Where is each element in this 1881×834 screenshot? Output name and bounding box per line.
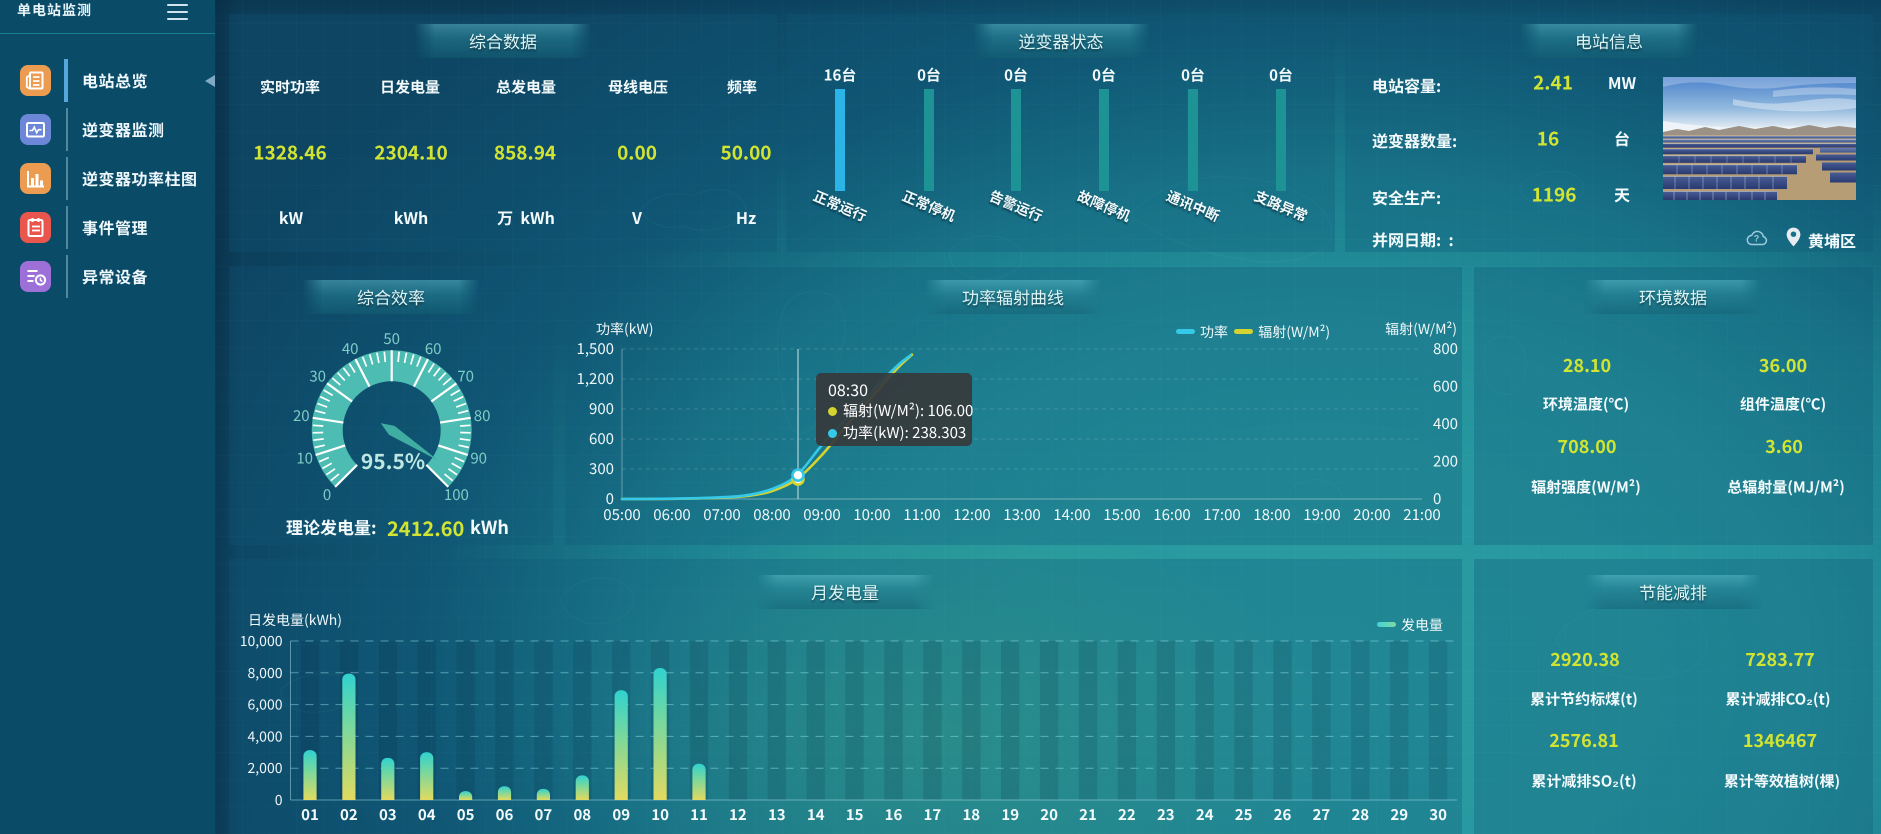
svg-text:300: 300 — [589, 458, 614, 479]
svg-text:400: 400 — [1433, 413, 1458, 434]
svg-text:30: 30 — [309, 366, 326, 387]
svg-text:0: 0 — [1433, 488, 1441, 509]
svg-text:17: 17 — [924, 804, 942, 825]
svg-text:03: 03 — [379, 804, 397, 825]
svg-text:18:00: 18:00 — [1253, 504, 1290, 525]
svg-text:20: 20 — [1040, 804, 1058, 825]
svg-text:0: 0 — [323, 484, 331, 505]
svg-text:12: 12 — [729, 804, 747, 825]
svg-text:29: 29 — [1390, 804, 1408, 825]
svg-text:26: 26 — [1274, 804, 1292, 825]
svg-text:27: 27 — [1313, 804, 1331, 825]
svg-text:23: 23 — [1157, 804, 1175, 825]
svg-text:05:00: 05:00 — [603, 504, 640, 525]
svg-text:95.5%: 95.5% — [361, 446, 425, 476]
svg-text:02: 02 — [340, 804, 358, 825]
svg-text:19:00: 19:00 — [1303, 504, 1340, 525]
svg-text:100: 100 — [444, 484, 469, 505]
svg-text:08: 08 — [573, 804, 591, 825]
svg-text:0: 0 — [275, 790, 283, 810]
svg-text:06: 06 — [496, 804, 514, 825]
svg-text:10: 10 — [651, 804, 669, 825]
svg-text:20:00: 20:00 — [1353, 504, 1390, 525]
svg-text:14:00: 14:00 — [1053, 504, 1090, 525]
svg-text:09:00: 09:00 — [803, 504, 840, 525]
svg-text:16: 16 — [885, 804, 903, 825]
svg-text:6,000: 6,000 — [248, 695, 283, 715]
svg-text:09: 09 — [612, 804, 630, 825]
svg-text:200: 200 — [1433, 451, 1458, 472]
svg-text:10:00: 10:00 — [853, 504, 890, 525]
svg-text:?: ? — [1754, 232, 1760, 245]
svg-text:2,000: 2,000 — [248, 758, 283, 778]
svg-text:600: 600 — [589, 428, 614, 449]
svg-text:01: 01 — [301, 804, 319, 825]
svg-text:80: 80 — [474, 405, 491, 426]
svg-text:24: 24 — [1196, 804, 1214, 825]
svg-text:19: 19 — [1001, 804, 1019, 825]
svg-text:40: 40 — [342, 338, 359, 359]
svg-text:10: 10 — [296, 448, 313, 469]
svg-text:600: 600 — [1433, 376, 1458, 397]
svg-text:13:00: 13:00 — [1003, 504, 1040, 525]
svg-text:15:00: 15:00 — [1103, 504, 1140, 525]
svg-text:13: 13 — [768, 804, 786, 825]
svg-text:21: 21 — [1079, 804, 1097, 825]
svg-text:900: 900 — [589, 398, 614, 419]
svg-text:20: 20 — [293, 405, 310, 426]
svg-text:25: 25 — [1235, 804, 1253, 825]
svg-text:18: 18 — [962, 804, 980, 825]
svg-text:30: 30 — [1429, 804, 1447, 825]
svg-text:1,200: 1,200 — [577, 368, 614, 389]
svg-text:70: 70 — [457, 366, 474, 387]
svg-text:28: 28 — [1351, 804, 1369, 825]
svg-text:8,000: 8,000 — [248, 663, 283, 683]
svg-text:04: 04 — [418, 804, 436, 825]
svg-text:22: 22 — [1118, 804, 1136, 825]
svg-text:800: 800 — [1433, 338, 1458, 359]
svg-text:4,000: 4,000 — [248, 726, 283, 746]
svg-text:10,000: 10,000 — [240, 631, 283, 651]
svg-text:50: 50 — [383, 328, 400, 349]
svg-text:08:00: 08:00 — [753, 504, 790, 525]
svg-text:11:00: 11:00 — [903, 504, 940, 525]
svg-text:06:00: 06:00 — [653, 504, 690, 525]
svg-text:11: 11 — [690, 804, 708, 825]
svg-text:60: 60 — [425, 338, 442, 359]
svg-text:07: 07 — [535, 804, 553, 825]
svg-text:12:00: 12:00 — [953, 504, 990, 525]
svg-text:16:00: 16:00 — [1153, 504, 1190, 525]
svg-text:1,500: 1,500 — [577, 338, 614, 359]
svg-text:90: 90 — [470, 448, 487, 469]
svg-text:14: 14 — [807, 804, 825, 825]
svg-text:05: 05 — [457, 804, 475, 825]
svg-text:21:00: 21:00 — [1403, 504, 1440, 525]
svg-text:15: 15 — [846, 804, 864, 825]
svg-text:07:00: 07:00 — [703, 504, 740, 525]
svg-text:17:00: 17:00 — [1203, 504, 1240, 525]
svg-text:0: 0 — [606, 488, 614, 509]
